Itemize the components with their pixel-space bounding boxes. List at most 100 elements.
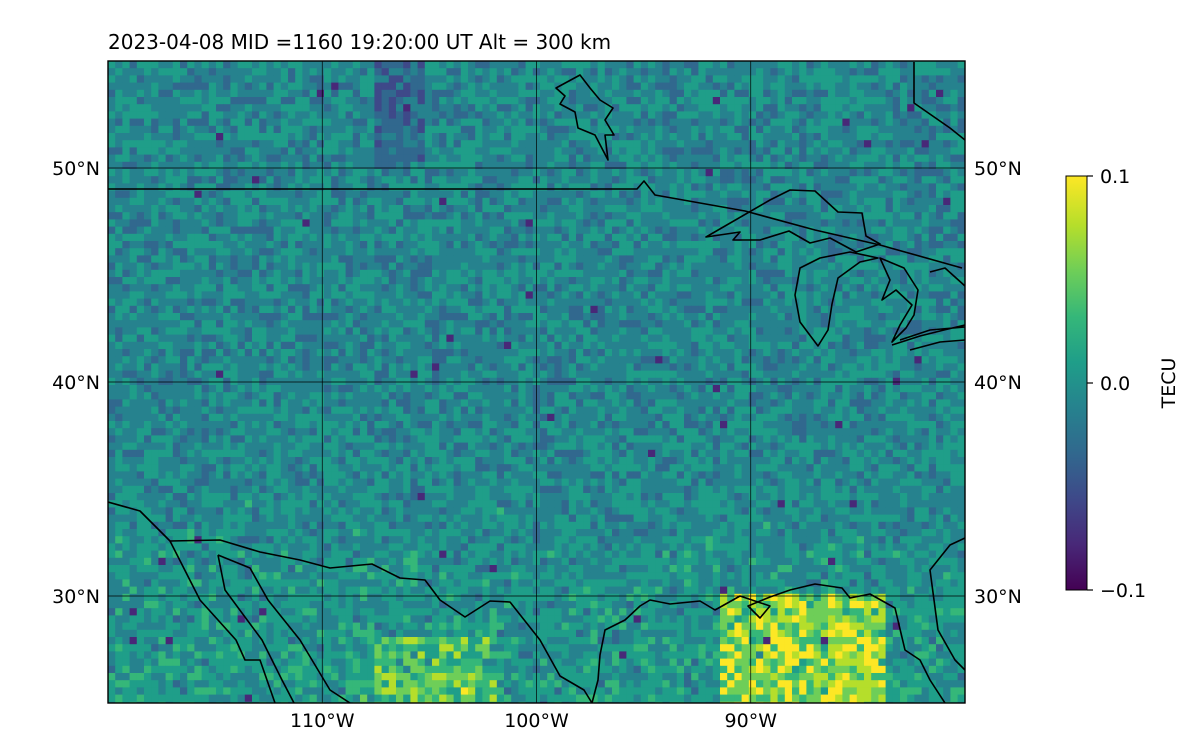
- heatmap-cell: [648, 111, 656, 119]
- heatmap-cell: [144, 219, 152, 227]
- heatmap-cell: [331, 161, 339, 170]
- heatmap-cell: [727, 305, 735, 314]
- heatmap-cell: [684, 89, 692, 98]
- heatmap-cell: [885, 241, 894, 249]
- heatmap-cell: [475, 111, 483, 119]
- heatmap-cell: [475, 197, 483, 206]
- heatmap-cell: [835, 176, 843, 184]
- heatmap-cell: [273, 183, 282, 191]
- heatmap-cell: [496, 161, 505, 170]
- heatmap-cell: [576, 313, 584, 321]
- heatmap-cell: [921, 104, 930, 112]
- heatmap-cell: [698, 320, 706, 328]
- heatmap-cell: [504, 118, 512, 127]
- heatmap-cell: [568, 212, 577, 220]
- heatmap-cell: [417, 140, 426, 148]
- heatmap-cell: [237, 125, 246, 134]
- heatmap-cell: [331, 197, 339, 206]
- heatmap-cell: [504, 349, 512, 357]
- heatmap-cell: [396, 61, 404, 69]
- heatmap-cell: [475, 125, 483, 134]
- heatmap-cell: [878, 298, 886, 307]
- heatmap-cell: [885, 269, 894, 278]
- heatmap-cell: [460, 284, 469, 292]
- heatmap-cell: [547, 212, 555, 220]
- heatmap-cell: [403, 154, 411, 163]
- heatmap-cell: [669, 233, 678, 242]
- heatmap-cell: [180, 190, 188, 199]
- heatmap-cell: [864, 349, 872, 357]
- heatmap-cell: [482, 176, 490, 184]
- heatmap-cell: [136, 334, 145, 343]
- heatmap-cell: [799, 320, 807, 328]
- heatmap-cell: [244, 320, 253, 328]
- heatmap-cell: [878, 111, 886, 119]
- heatmap-cell: [727, 212, 735, 220]
- heatmap-cell: [136, 262, 145, 271]
- heatmap-cell: [914, 269, 922, 278]
- heatmap-cell: [309, 255, 318, 263]
- heatmap-cell: [554, 327, 562, 335]
- heatmap-cell: [324, 82, 332, 91]
- heatmap-cell: [115, 61, 123, 69]
- heatmap-cell: [720, 305, 728, 314]
- heatmap-cell: [374, 327, 382, 335]
- heatmap-cell: [252, 176, 260, 184]
- heatmap-cell: [309, 111, 318, 119]
- heatmap-cell: [964, 82, 965, 91]
- heatmap-cell: [662, 97, 670, 105]
- heatmap-cell: [633, 118, 642, 127]
- heatmap-cell: [482, 161, 490, 170]
- heatmap-cell: [324, 111, 332, 119]
- heatmap-cell: [914, 89, 922, 98]
- heatmap-cell: [957, 82, 965, 91]
- heatmap-cell: [648, 212, 656, 220]
- heatmap-cell: [417, 190, 426, 199]
- heatmap-cell: [136, 284, 145, 292]
- heatmap-cell: [468, 284, 476, 292]
- heatmap-cell: [338, 190, 346, 199]
- heatmap-cell: [871, 133, 879, 141]
- heatmap-cell: [468, 61, 476, 69]
- heatmap-cell: [806, 349, 814, 357]
- heatmap-cell: [424, 205, 433, 213]
- heatmap-cell: [338, 68, 346, 76]
- heatmap-cell: [266, 125, 274, 134]
- heatmap-cell: [194, 75, 202, 83]
- heatmap-cell: [439, 82, 447, 91]
- heatmap-cell: [741, 334, 750, 343]
- heatmap-cell: [734, 82, 742, 91]
- heatmap-cell: [518, 277, 526, 285]
- heatmap-cell: [900, 349, 908, 357]
- heatmap-cell: [921, 161, 930, 170]
- heatmap-cell: [885, 61, 894, 69]
- heatmap-cell: [280, 349, 289, 357]
- heatmap-cell: [403, 219, 411, 227]
- heatmap-cell: [273, 82, 282, 91]
- heatmap-cell: [957, 205, 965, 213]
- heatmap-cell: [576, 169, 584, 177]
- heatmap-cell: [518, 111, 526, 119]
- heatmap-cell: [230, 349, 238, 357]
- heatmap-cell: [698, 183, 706, 191]
- heatmap-cell: [626, 349, 634, 357]
- heatmap-cell: [446, 356, 454, 364]
- heatmap-cell: [698, 133, 706, 141]
- heatmap-cell: [597, 298, 606, 307]
- heatmap-cell: [561, 269, 570, 278]
- heatmap-cell: [928, 104, 937, 112]
- heatmap-cell: [180, 61, 188, 69]
- heatmap-cell: [684, 219, 692, 227]
- heatmap-cell: [662, 197, 670, 206]
- heatmap-cell: [460, 327, 469, 335]
- heatmap-cell: [187, 334, 195, 343]
- heatmap-cell: [187, 241, 195, 249]
- heatmap-cell: [799, 205, 807, 213]
- heatmap-cell: [324, 197, 332, 206]
- heatmap-cell: [518, 197, 526, 206]
- heatmap-cell: [180, 277, 188, 285]
- heatmap-cell: [619, 241, 627, 249]
- heatmap-cell: [511, 269, 519, 278]
- heatmap-cell: [432, 298, 440, 307]
- heatmap-cell: [640, 212, 649, 220]
